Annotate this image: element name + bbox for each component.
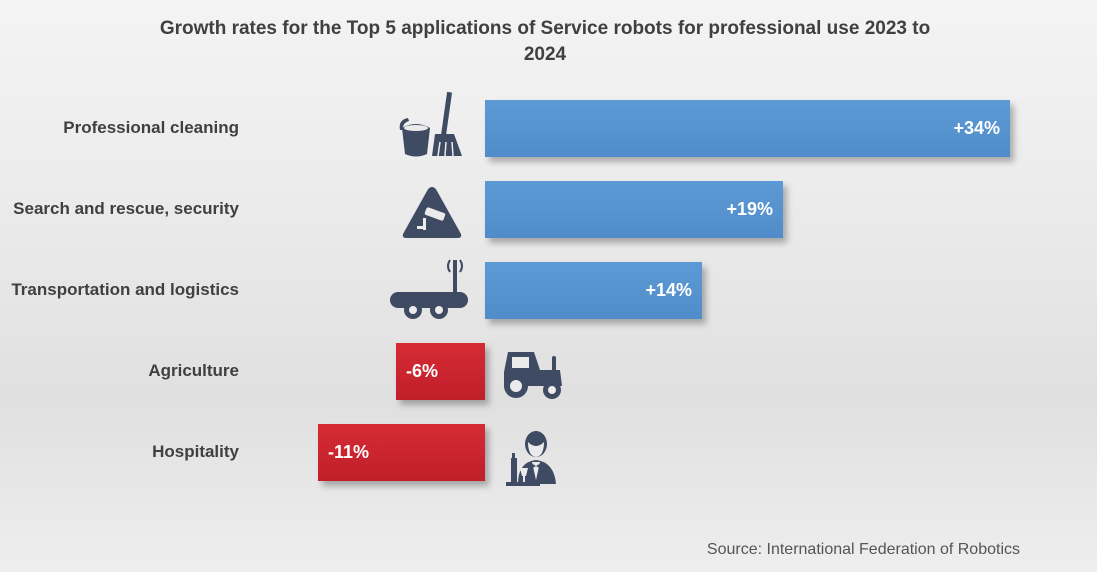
bucket-broom-icon — [398, 90, 464, 160]
tractor-icon — [500, 350, 566, 400]
bar-agriculture: -6% — [396, 343, 485, 400]
source-note: Source: International Federation of Robo… — [706, 541, 1020, 558]
robot-vehicle-antenna-icon — [388, 256, 472, 320]
bar-value: +34% — [953, 118, 1000, 138]
security-camera-warning-icon — [401, 184, 463, 240]
bar-value: +19% — [726, 199, 773, 219]
chart-title: Growth rates for the Top 5 applications … — [90, 16, 1000, 68]
bar-transportation: +14% — [485, 262, 702, 319]
category-label-agriculture: Agriculture — [148, 361, 239, 380]
chart-title-line1: Growth rates for the Top 5 applications … — [159, 18, 931, 39]
bar-professional-cleaning: +34% — [485, 100, 1010, 157]
bar-value: -6% — [406, 361, 439, 381]
category-label-hospitality: Hospitality — [152, 442, 239, 461]
category-label-transportation: Transportation and logistics — [11, 280, 239, 299]
category-label-professional-cleaning: Professional cleaning — [63, 118, 239, 137]
category-label-search-rescue: Search and rescue, security — [13, 199, 239, 218]
bar-hospitality: -11% — [318, 424, 485, 481]
bar-search-rescue: +19% — [485, 181, 783, 238]
bar-value: +14% — [645, 280, 692, 300]
waiter-icon — [504, 428, 560, 488]
bar-value: -11% — [328, 442, 370, 462]
chart-title-line2: 2024 — [523, 44, 567, 65]
